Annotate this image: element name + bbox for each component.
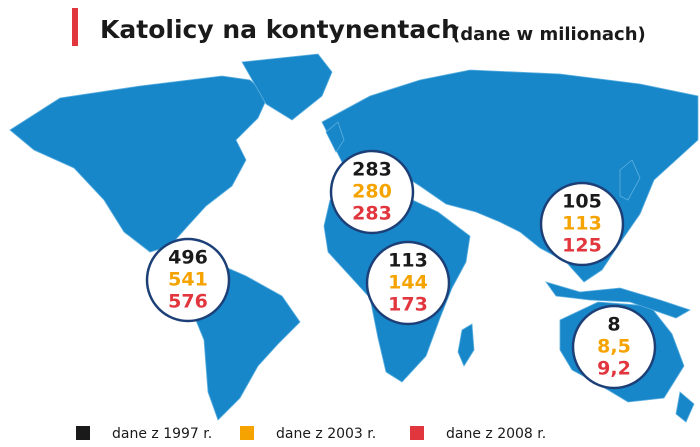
legend: dane z 1997 r. dane z 2003 r. dane z 2008 … (76, 426, 546, 442)
region-value: 173 (388, 294, 428, 316)
region-value: 125 (562, 235, 602, 257)
region-circle (539, 181, 625, 267)
legend-label: dane z 1997 r. (112, 426, 212, 442)
region-value: 113 (388, 250, 428, 272)
region-value: 113 (562, 213, 602, 235)
title: Katolicy na kontynentach (100, 15, 459, 44)
legend-swatch (76, 426, 90, 440)
region-value: 8 (607, 314, 620, 336)
region-labels: 49654157628328028311314417310511312588,5… (145, 149, 657, 390)
legend-swatch (240, 426, 254, 440)
region-value: 8,5 (597, 336, 631, 358)
region-circle (571, 304, 657, 390)
region-circle (145, 237, 231, 323)
region-value: 541 (168, 269, 208, 291)
region-value: 144 (388, 272, 428, 294)
title-accent (72, 8, 78, 46)
region-value: 280 (352, 181, 392, 203)
region-value: 496 (168, 247, 208, 269)
region-value: 283 (352, 203, 392, 225)
legend-label: dane z 2008 r. (446, 426, 546, 442)
region-value: 9,2 (597, 358, 631, 380)
legend-label: dane z 2003 r. (276, 426, 376, 442)
region-circle (365, 240, 451, 326)
region-circle (329, 149, 415, 235)
subtitle: (dane w milionach) (452, 24, 646, 45)
region-value: 283 (352, 159, 392, 181)
region-value: 105 (562, 191, 602, 213)
region-value: 576 (168, 291, 208, 313)
legend-swatch (410, 426, 424, 440)
